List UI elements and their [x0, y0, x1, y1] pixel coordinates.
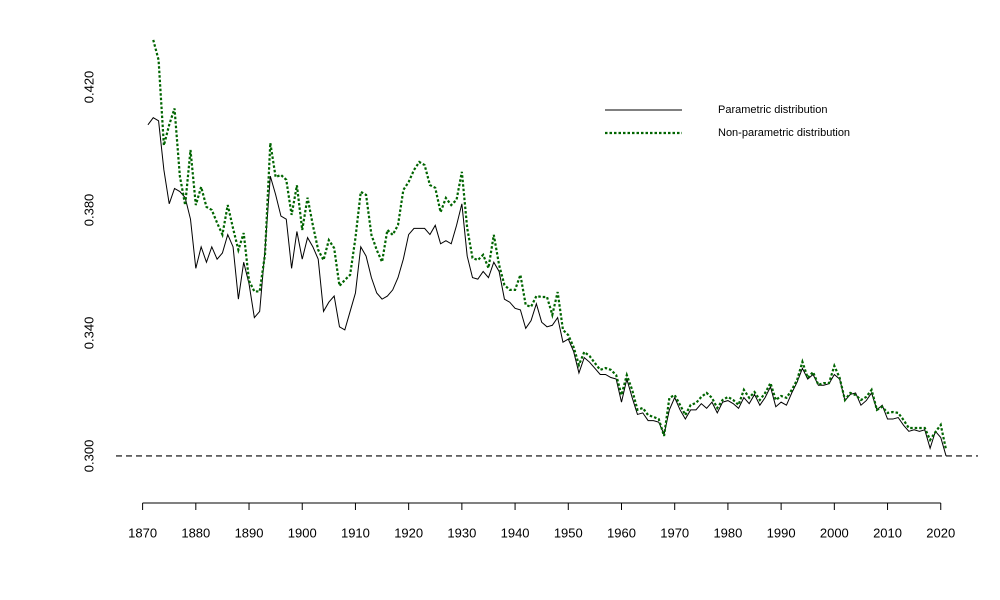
- x-tick-label: 2000: [820, 525, 849, 540]
- x-tick-label: 1900: [288, 525, 317, 540]
- x-tick-label: 1910: [341, 525, 370, 540]
- x-tick-label: 1890: [235, 525, 264, 540]
- x-tick-label: 1920: [394, 525, 423, 540]
- series-line: [152, 39, 948, 451]
- x-tick-label: 1930: [447, 525, 476, 540]
- x-tick-label: 1880: [181, 525, 210, 540]
- x-tick-label: 2020: [926, 525, 955, 540]
- legend-label: Parametric distribution: [718, 104, 827, 116]
- x-tick-label: 1970: [660, 525, 689, 540]
- y-tick-label: 0.380: [81, 194, 96, 227]
- x-tick-label: 1990: [767, 525, 796, 540]
- x-tick-label: 1950: [554, 525, 583, 540]
- x-tick-label: 1940: [501, 525, 530, 540]
- y-tick-label: 0.420: [81, 71, 96, 104]
- series-line: [147, 117, 947, 457]
- x-tick-label: 1870: [128, 525, 157, 540]
- y-tick-label: 0.300: [81, 440, 96, 473]
- x-tick-label: 2010: [873, 525, 902, 540]
- y-tick-label: 0.340: [81, 317, 96, 350]
- x-tick-label: 1980: [713, 525, 742, 540]
- legend-label: Non-parametric distribution: [718, 127, 850, 139]
- x-tick-label: 1960: [607, 525, 636, 540]
